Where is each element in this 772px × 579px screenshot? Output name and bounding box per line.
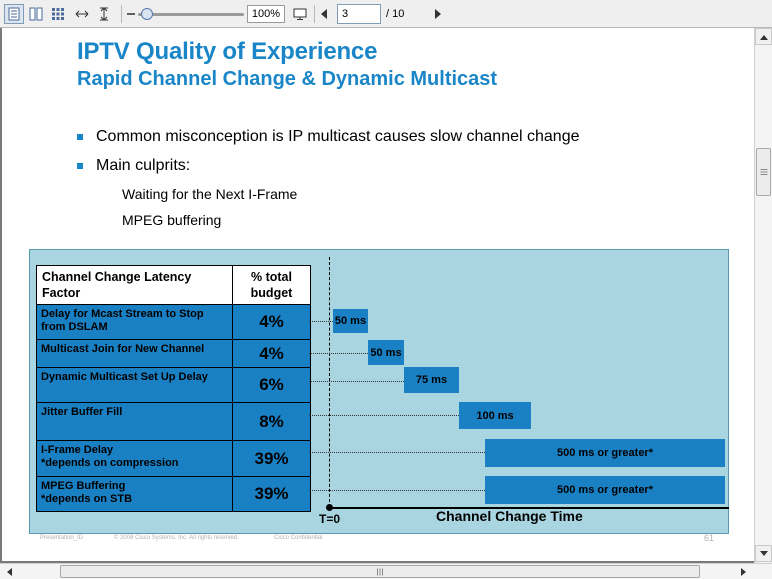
latency-table: Channel Change Latency Factor % total bu… bbox=[36, 265, 311, 512]
table-row: Jitter Buffer Fill 8% bbox=[36, 402, 311, 441]
time-axis bbox=[329, 507, 729, 509]
grid-icon bbox=[52, 8, 64, 20]
document-viewport: IPTV Quality of Experience Rapid Channel… bbox=[0, 28, 772, 563]
budget-cell: 39% bbox=[232, 476, 311, 512]
zoom-level-field[interactable]: 100% bbox=[247, 5, 285, 23]
two-page-view-button[interactable] bbox=[26, 4, 46, 24]
slide-title: IPTV Quality of Experience bbox=[77, 38, 378, 65]
triangle-right-icon bbox=[435, 9, 441, 19]
leader-line bbox=[309, 452, 485, 453]
latency-bar: 500 ms or greater* bbox=[485, 439, 725, 467]
header-factor: Channel Change Latency Factor bbox=[36, 265, 233, 305]
zoom-slider-track[interactable] bbox=[138, 13, 244, 16]
fit-width-icon bbox=[75, 10, 89, 18]
factor-cell: Delay for Mcast Stream to Stop from DSLA… bbox=[36, 304, 233, 340]
sub-item: Waiting for the Next I-Frame bbox=[122, 186, 298, 202]
sub-item: MPEG buffering bbox=[122, 212, 222, 228]
scroll-up-button[interactable] bbox=[755, 28, 772, 45]
slide-page: IPTV Quality of Experience Rapid Channel… bbox=[2, 28, 754, 561]
zoom-slider-thumb[interactable] bbox=[141, 8, 153, 20]
table-header-row: Channel Change Latency Factor % total bu… bbox=[36, 265, 311, 305]
vertical-scrollbar[interactable] bbox=[754, 28, 772, 563]
monitor-icon bbox=[293, 8, 307, 20]
bullet-text: Main culprits: bbox=[96, 157, 191, 174]
grip-icon bbox=[760, 169, 767, 175]
footer-presentation-id: Presentation_ID bbox=[40, 535, 84, 541]
table-row: Dynamic Multicast Set Up Delay 6% bbox=[36, 367, 311, 403]
latency-bar: 500 ms or greater* bbox=[485, 476, 725, 504]
triangle-left-icon bbox=[321, 9, 327, 19]
next-page-button[interactable] bbox=[430, 4, 446, 24]
time-origin-line bbox=[329, 257, 330, 507]
scroll-left-button[interactable] bbox=[0, 564, 17, 579]
leader-line bbox=[309, 321, 333, 322]
page-total-label: / 10 bbox=[386, 8, 405, 20]
thumbnail-view-button[interactable] bbox=[48, 4, 68, 24]
leader-line bbox=[309, 490, 485, 491]
fit-height-icon bbox=[100, 7, 108, 21]
slide-number: 61 bbox=[704, 533, 715, 543]
viewer-toolbar: 100% / 10 bbox=[0, 0, 772, 28]
horizontal-scroll-thumb[interactable] bbox=[60, 565, 700, 578]
latency-bar: 100 ms bbox=[459, 402, 531, 429]
table-row: Multicast Join for New Channel 4% bbox=[36, 339, 311, 368]
footer-confidential: Cisco Confidential bbox=[274, 535, 323, 541]
leader-line bbox=[309, 415, 459, 416]
triangle-left-icon bbox=[6, 567, 12, 576]
table-row: I-Frame Delay *depends on compression 39… bbox=[36, 440, 311, 477]
triangle-down-icon bbox=[759, 550, 768, 556]
time-origin-label: T=0 bbox=[319, 512, 341, 526]
latency-bar: 50 ms bbox=[333, 309, 368, 333]
zoom-out-button[interactable] bbox=[124, 4, 138, 24]
fit-width-button[interactable] bbox=[72, 4, 92, 24]
previous-page-button[interactable] bbox=[316, 4, 332, 24]
presentation-mode-button[interactable] bbox=[290, 4, 310, 24]
toolbar-separator bbox=[314, 5, 315, 23]
bullet-text: Common misconception is IP multicast cau… bbox=[96, 128, 580, 145]
scroll-down-button[interactable] bbox=[755, 545, 772, 562]
triangle-right-icon bbox=[740, 567, 746, 576]
budget-cell: 39% bbox=[232, 440, 311, 477]
scroll-right-button[interactable] bbox=[735, 564, 752, 579]
latency-diagram: Channel Change Latency Factor % total bu… bbox=[29, 249, 729, 534]
budget-cell: 6% bbox=[232, 367, 311, 403]
page-number-input[interactable] bbox=[337, 4, 381, 24]
latency-bar: 75 ms bbox=[404, 367, 459, 393]
budget-cell: 4% bbox=[232, 339, 311, 368]
vertical-scroll-thumb[interactable] bbox=[756, 148, 771, 196]
toolbar-separator bbox=[121, 5, 122, 23]
factor-cell: MPEG Buffering *depends on STB bbox=[36, 476, 233, 512]
leader-line bbox=[309, 353, 368, 354]
fit-height-button[interactable] bbox=[94, 4, 114, 24]
time-axis-label: Channel Change Time bbox=[436, 508, 583, 524]
minus-icon bbox=[127, 13, 135, 15]
horizontal-scrollbar[interactable] bbox=[0, 563, 772, 579]
factor-cell: Multicast Join for New Channel bbox=[36, 339, 233, 368]
latency-bar: 50 ms bbox=[368, 340, 404, 365]
factor-cell: Dynamic Multicast Set Up Delay bbox=[36, 367, 233, 403]
leader-line bbox=[309, 381, 404, 382]
budget-cell: 4% bbox=[232, 304, 311, 340]
header-budget: % total budget bbox=[232, 265, 311, 305]
single-page-view-button[interactable] bbox=[4, 4, 24, 24]
factor-cell: Jitter Buffer Fill bbox=[36, 402, 233, 441]
slide-subtitle: Rapid Channel Change & Dynamic Multicast bbox=[77, 68, 498, 90]
grip-icon bbox=[377, 568, 383, 575]
footer-copyright: © 2008 Cisco Systems, Inc. All rights re… bbox=[114, 535, 239, 541]
two-page-icon bbox=[29, 7, 43, 21]
budget-cell: 8% bbox=[232, 402, 311, 441]
factor-cell: I-Frame Delay *depends on compression bbox=[36, 440, 233, 477]
origin-dot bbox=[326, 504, 333, 511]
single-page-icon bbox=[8, 7, 20, 21]
table-row: MPEG Buffering *depends on STB 39% bbox=[36, 476, 311, 512]
triangle-up-icon bbox=[759, 34, 768, 40]
bullet-square-icon bbox=[77, 163, 83, 169]
bullet-square-icon bbox=[77, 134, 83, 140]
table-row: Delay for Mcast Stream to Stop from DSLA… bbox=[36, 304, 311, 340]
